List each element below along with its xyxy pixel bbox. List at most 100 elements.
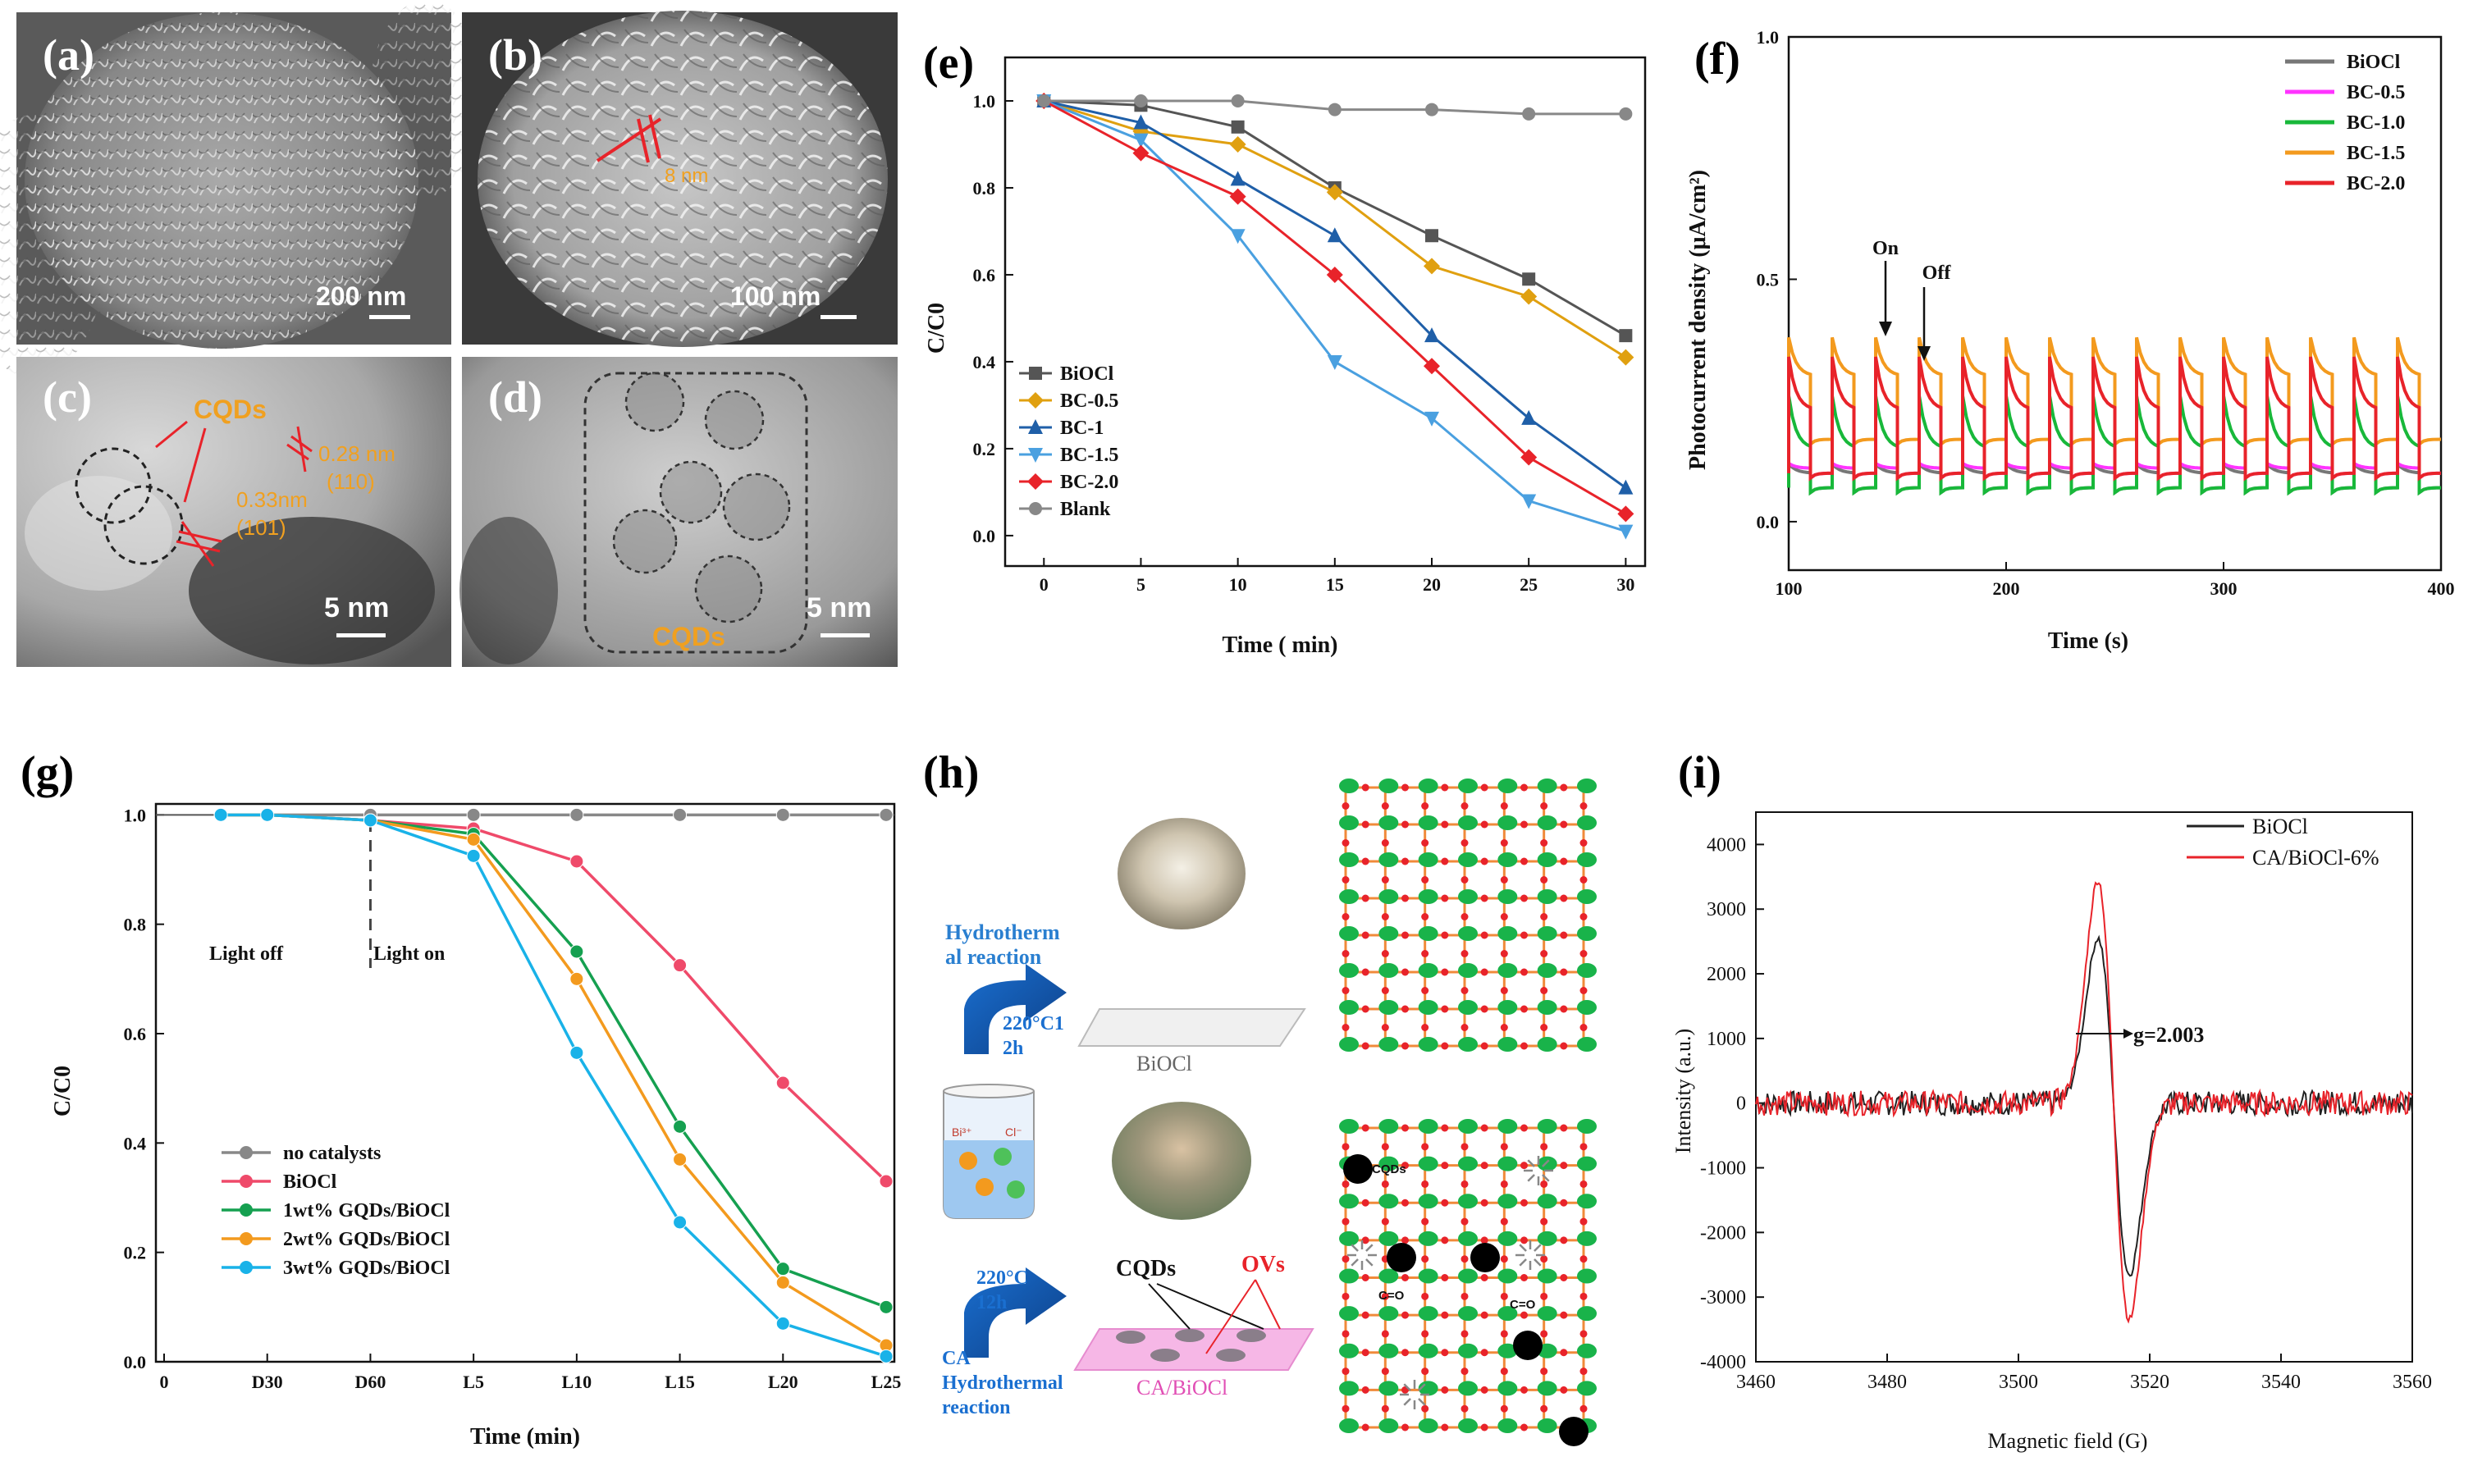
chart-e-point <box>1424 411 1439 427</box>
chart-e-point <box>1424 358 1440 375</box>
chart-e-legend-marker <box>1029 502 1042 515</box>
lattice-bi-atom <box>1497 889 1518 904</box>
lattice-bi-atom <box>1378 815 1399 830</box>
lattice-bi-atom <box>1378 926 1399 941</box>
chart-g-ytick-label: 0.4 <box>124 1133 147 1153</box>
lattice-o-atom <box>1460 950 1469 957</box>
lattice-o-atom <box>1480 1274 1488 1281</box>
lattice-label-co-2: C=O <box>1510 1298 1536 1312</box>
lattice-o-atom <box>1560 1236 1568 1244</box>
chart-e-point <box>1326 266 1343 283</box>
chart-i-ytick-label: -3000 <box>1700 1287 1746 1308</box>
chart-i-series-line <box>1755 934 2413 1277</box>
lattice-o-atom <box>1421 1024 1429 1031</box>
chart-e-point <box>1520 288 1538 305</box>
lattice-bi-atom <box>1378 1231 1399 1246</box>
chart-i-ytick-label: 2000 <box>1707 964 1746 985</box>
lattice-o-atom <box>1460 913 1469 920</box>
lattice-o-atom <box>1361 783 1369 792</box>
chart-i-g-value: g=2.003 <box>2133 1023 2204 1047</box>
chart-i-g-arrowhead <box>2123 1029 2133 1039</box>
lattice-ov-mark <box>1519 1258 1527 1267</box>
chart-f-off-label: Off <box>1922 263 1952 284</box>
chart-e-xtick-label: 30 <box>1616 574 1634 595</box>
lattice-ov-mark <box>1527 1159 1535 1167</box>
chart-g-point <box>879 1349 894 1363</box>
lattice-bi-atom <box>1577 926 1597 941</box>
lattice-bi-atom <box>1418 1418 1438 1433</box>
lattice-o-atom <box>1401 1124 1409 1132</box>
lattice-bi-atom <box>1537 1156 1557 1171</box>
lattice-cqd-dot <box>1387 1243 1416 1272</box>
chart-e-legend-label: BiOCl <box>1060 363 1114 385</box>
chart-e: (e) Time ( min) C/C0 0 5 10 15 20 25 30 0.0 0.2 0… <box>923 38 1647 658</box>
lattice-ov-mark <box>1527 1174 1535 1182</box>
lattice-bi-atom <box>1497 926 1518 941</box>
lattice-o-atom <box>1579 1368 1588 1376</box>
chart-e-series-line <box>1043 99 1627 515</box>
chart-e-point <box>1425 103 1438 116</box>
lattice-o-atom <box>1579 1180 1588 1188</box>
lattice-o-atom <box>1381 839 1389 847</box>
chart-e-point <box>1425 229 1438 243</box>
lattice-bi-atom <box>1458 1119 1478 1134</box>
lattice-o-atom <box>1520 1386 1528 1394</box>
chart-e-point <box>1424 327 1439 343</box>
panel-f-label: (f) <box>1694 34 1740 84</box>
chart-e-ytick-label: 1.0 <box>973 91 996 112</box>
lattice-o-atom <box>1381 1217 1389 1226</box>
lattice-bi-atom <box>1537 1231 1557 1246</box>
panel-c-hkl-1: (110) <box>327 469 375 494</box>
chart-f-legend-label: BC-2.0 <box>2347 173 2405 194</box>
lattice-cqd-dot <box>1470 1243 1500 1272</box>
lattice-o-atom <box>1460 1024 1469 1031</box>
lattice-o-atom <box>1361 857 1369 865</box>
lattice-o-atom <box>1540 1368 1548 1376</box>
product1-label: BiOCl <box>1136 1052 1192 1075</box>
chart-g-point <box>673 1215 688 1230</box>
lattice-o-atom <box>1500 1180 1508 1188</box>
lattice-bi-atom <box>1577 1343 1597 1358</box>
chart-i-frame <box>1755 811 2413 1363</box>
chart-g-xtick-label: 0 <box>160 1372 169 1392</box>
lattice-bi-atom <box>1378 779 1399 793</box>
lattice-o-atom <box>1342 1330 1350 1338</box>
lattice-bi-atom <box>1497 1119 1518 1134</box>
lattice-o-atom <box>1560 1124 1568 1132</box>
lattice-o-atom <box>1540 839 1548 847</box>
lattice-bi-atom <box>1497 1268 1518 1284</box>
lattice-bi-atom <box>1418 1343 1438 1358</box>
lattice-o-atom <box>1520 1274 1528 1281</box>
lattice-o-atom <box>1579 987 1588 994</box>
lattice-o-atom <box>1401 1005 1409 1013</box>
lattice-bi-atom <box>1537 1000 1557 1015</box>
lattice-bi-atom <box>1497 1000 1518 1015</box>
lattice-o-atom <box>1381 1404 1389 1413</box>
chart-e-point <box>1618 479 1634 495</box>
chart-f-on-arrowhead <box>1879 322 1892 336</box>
panel-a-sem-image: (a) 200 nm <box>0 0 484 377</box>
chart-g-ytick-label: 1.0 <box>124 805 147 825</box>
chart-g-point <box>775 1262 790 1276</box>
lattice-o-atom <box>1361 1199 1369 1207</box>
chart-g-point <box>673 807 688 822</box>
panel-d-cqd-circle <box>612 509 678 574</box>
lattice-o-atom <box>1441 1274 1449 1281</box>
lattice-bi-atom <box>1458 1418 1478 1433</box>
lattice-o-atom <box>1500 839 1508 847</box>
chart-f-legend-label: BiOCl <box>2347 52 2401 73</box>
lattice-o-atom <box>1441 857 1449 865</box>
chart-e-xtick-label: 5 <box>1136 574 1145 595</box>
biocl-powder-photo <box>1118 818 1246 929</box>
chart-e-point <box>1618 524 1634 540</box>
lattice-ov-mark <box>1351 1258 1359 1267</box>
chart-i-legend-label: BiOCl <box>2252 815 2308 838</box>
lattice-bi-atom <box>1497 1194 1518 1209</box>
lattice-bi-atom <box>1418 1231 1438 1246</box>
chart-e-xtick-label: 10 <box>1229 574 1247 595</box>
chart-g-light-off: Light off <box>209 943 284 965</box>
lattice-bi-atom <box>1577 1000 1597 1015</box>
lattice-label-co-1: C=O <box>1378 1289 1405 1303</box>
beaker-ion-cl: Cl⁻ <box>1005 1126 1022 1139</box>
chart-e-legend-marker <box>1027 392 1044 409</box>
